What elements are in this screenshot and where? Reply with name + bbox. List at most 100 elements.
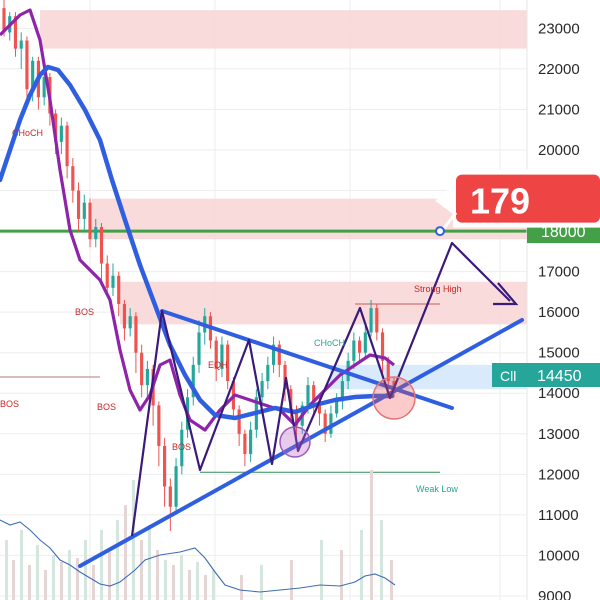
volume-bar — [156, 550, 159, 600]
candle-body — [214, 340, 218, 369]
volume-bar — [92, 565, 95, 600]
candle — [312, 381, 316, 414]
candle-body — [88, 202, 92, 240]
candle — [237, 405, 241, 446]
descending-resistance-line — [160, 309, 454, 410]
volume-bar — [196, 562, 199, 600]
candle-body — [82, 202, 86, 219]
volume-bar — [44, 570, 47, 600]
volume-bar — [240, 575, 243, 600]
smc-annotations: CHoCH BOS BOS BOS EQH BOS CHoCH Strong High Weak… — [0, 128, 462, 494]
candle-body — [42, 77, 46, 98]
candle — [128, 308, 132, 337]
candle-body — [386, 360, 390, 382]
price-tags: 18000 Cll 14450 179 — [435, 169, 600, 387]
candle-body — [76, 190, 81, 219]
candle — [71, 158, 75, 203]
candle-body — [31, 60, 35, 90]
candle-body — [2, 8, 6, 33]
candle — [65, 121, 69, 179]
candle-body — [294, 409, 299, 426]
candle-body — [369, 308, 373, 333]
annotation-choch-left: CHoCH — [12, 128, 43, 138]
candle — [329, 405, 333, 438]
volume-bar — [172, 565, 175, 600]
price-tag-anchor-dot — [435, 226, 445, 237]
volume-bar — [100, 530, 103, 600]
candle — [214, 336, 218, 382]
moving-average-purple — [0, 8, 395, 432]
candle — [266, 356, 270, 390]
candle-body — [358, 340, 362, 353]
y-tick-label: 20000 — [538, 142, 580, 159]
candle-body — [323, 413, 327, 434]
volume-bar — [340, 550, 343, 600]
y-tick-label: 12000 — [538, 466, 580, 483]
candle — [157, 401, 161, 467]
annotation-bos-2: BOS — [0, 399, 19, 409]
candle — [82, 194, 86, 232]
candle — [220, 336, 224, 378]
candle — [163, 437, 167, 507]
volume-bar — [320, 540, 323, 600]
candle-body — [65, 125, 69, 167]
volume-bar — [380, 520, 383, 600]
candle-body — [226, 344, 230, 382]
candle-body — [289, 389, 293, 410]
zone-supply-low — [120, 281, 527, 325]
volume-bar — [5, 540, 8, 600]
candle-body — [260, 381, 264, 398]
candle-body — [352, 340, 356, 361]
candle — [352, 332, 356, 369]
candle-body — [243, 433, 247, 455]
y-tick-label: 22000 — [538, 61, 580, 78]
volume-bars — [5, 470, 393, 600]
candle — [19, 32, 23, 69]
candle-body — [277, 344, 281, 365]
candle-body — [317, 401, 322, 414]
volume-bar — [36, 545, 39, 600]
volume-bar — [132, 480, 135, 600]
candle — [358, 336, 362, 361]
zone-supply-top — [40, 10, 527, 49]
candle-body — [197, 332, 201, 365]
volume-bar — [370, 470, 373, 600]
volume-bar — [52, 555, 55, 600]
volume-bar — [140, 540, 143, 600]
current-price-prefix: Cll — [500, 368, 516, 384]
price-tag-label: 179 — [470, 181, 530, 222]
candle — [42, 72, 46, 106]
y-tick-label: 9000 — [538, 588, 571, 600]
price-zones — [40, 10, 527, 390]
volume-bar — [360, 530, 363, 600]
trendline-drawings — [78, 241, 524, 568]
annotation-bos-4: BOS — [172, 442, 191, 452]
y-tick-label: 21000 — [538, 101, 580, 118]
candle-body — [191, 364, 195, 398]
candle — [197, 320, 201, 373]
annotation-eqh: EQH — [208, 360, 228, 370]
candle — [59, 117, 63, 155]
volume-bar — [76, 558, 79, 600]
candle-body — [312, 385, 316, 402]
candle-body — [117, 275, 121, 305]
candle-body — [54, 113, 58, 142]
y-tick-label: 14000 — [538, 385, 580, 402]
candle — [340, 372, 344, 410]
candle-body — [174, 466, 178, 507]
volume-bar — [20, 530, 23, 600]
candle — [76, 182, 81, 232]
annotation-weak-low: Weak Low — [416, 484, 458, 494]
candle-body — [111, 275, 115, 288]
candle-body — [140, 352, 144, 386]
current-price-prefix-box — [492, 363, 528, 387]
candle — [122, 300, 127, 341]
volume-bar — [84, 540, 87, 600]
candle-body — [266, 364, 270, 382]
candle — [105, 255, 109, 296]
volume-bar — [12, 560, 15, 600]
candle-body — [105, 263, 109, 288]
candle — [25, 36, 29, 98]
y-tick-label: 15000 — [538, 345, 580, 362]
y-tick-label: 23000 — [538, 20, 580, 37]
